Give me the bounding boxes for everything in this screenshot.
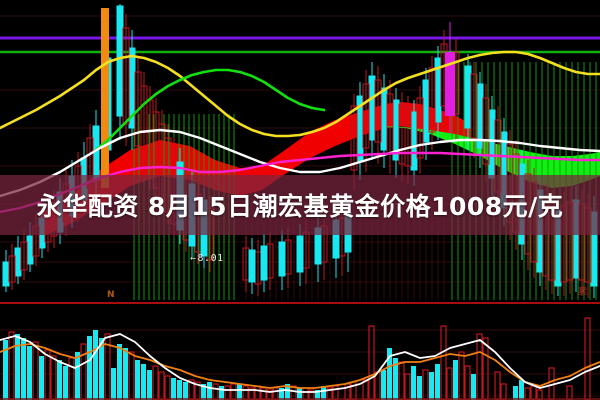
watermark-banner-text: 永华配资 8月15日潮宏基黄金价格1008元/克 xyxy=(36,192,564,221)
price-label: ←8.01 xyxy=(190,253,224,264)
ma-white-line xyxy=(0,128,600,198)
price-arrow-icon: ← xyxy=(190,253,197,264)
watermark-banner: 永华配资 8月15日潮宏基黄金价格1008元/克 xyxy=(0,175,600,235)
ma-green-line xyxy=(94,68,326,152)
ma-yellow-line xyxy=(0,50,600,138)
candle-highlight-orange xyxy=(101,8,109,188)
red-band xyxy=(40,102,470,238)
vol-ma-white-line xyxy=(0,333,600,393)
price-value: 8.01 xyxy=(197,253,224,264)
chart-marker-left: N xyxy=(107,290,115,300)
chart-marker-right: 卖 xyxy=(578,287,588,297)
volume-bars xyxy=(3,317,591,400)
candle-highlight-magenta xyxy=(445,22,455,134)
